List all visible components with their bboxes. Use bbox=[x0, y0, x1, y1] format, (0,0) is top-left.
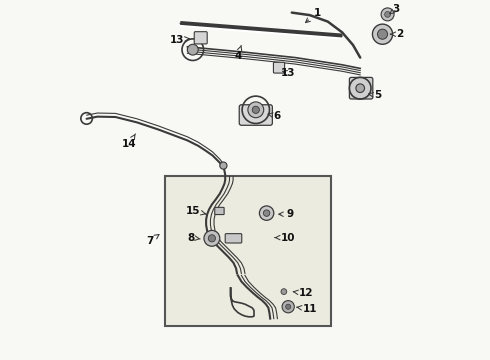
Circle shape bbox=[208, 235, 216, 242]
Text: 3: 3 bbox=[390, 4, 400, 14]
Circle shape bbox=[204, 230, 220, 246]
Circle shape bbox=[259, 206, 274, 220]
Text: 13: 13 bbox=[170, 35, 190, 45]
Bar bbox=[165, 176, 331, 326]
Text: 1: 1 bbox=[306, 8, 320, 23]
Circle shape bbox=[263, 210, 270, 216]
FancyBboxPatch shape bbox=[349, 77, 373, 99]
Text: 9: 9 bbox=[279, 209, 294, 219]
Circle shape bbox=[381, 8, 394, 21]
FancyBboxPatch shape bbox=[215, 207, 224, 215]
Text: 5: 5 bbox=[368, 90, 382, 100]
FancyBboxPatch shape bbox=[225, 234, 242, 243]
Text: 15: 15 bbox=[186, 206, 206, 216]
FancyBboxPatch shape bbox=[239, 105, 272, 125]
Circle shape bbox=[372, 24, 392, 44]
Text: 7: 7 bbox=[146, 234, 159, 246]
Text: 11: 11 bbox=[297, 304, 317, 314]
Text: 8: 8 bbox=[187, 233, 200, 243]
Circle shape bbox=[385, 12, 391, 17]
Text: 6: 6 bbox=[268, 111, 281, 121]
Circle shape bbox=[187, 44, 198, 55]
Text: 10: 10 bbox=[275, 233, 295, 243]
Circle shape bbox=[252, 106, 259, 113]
Text: 12: 12 bbox=[293, 288, 314, 298]
FancyBboxPatch shape bbox=[273, 62, 285, 73]
Circle shape bbox=[248, 102, 264, 118]
Circle shape bbox=[356, 84, 365, 93]
Text: 4: 4 bbox=[234, 45, 242, 61]
Circle shape bbox=[220, 162, 227, 169]
Circle shape bbox=[286, 304, 291, 309]
Circle shape bbox=[281, 289, 287, 294]
Text: 2: 2 bbox=[391, 29, 403, 39]
FancyBboxPatch shape bbox=[194, 32, 207, 44]
Circle shape bbox=[282, 301, 294, 313]
Circle shape bbox=[377, 29, 388, 39]
Text: 14: 14 bbox=[122, 134, 136, 149]
Text: 13: 13 bbox=[281, 68, 295, 78]
